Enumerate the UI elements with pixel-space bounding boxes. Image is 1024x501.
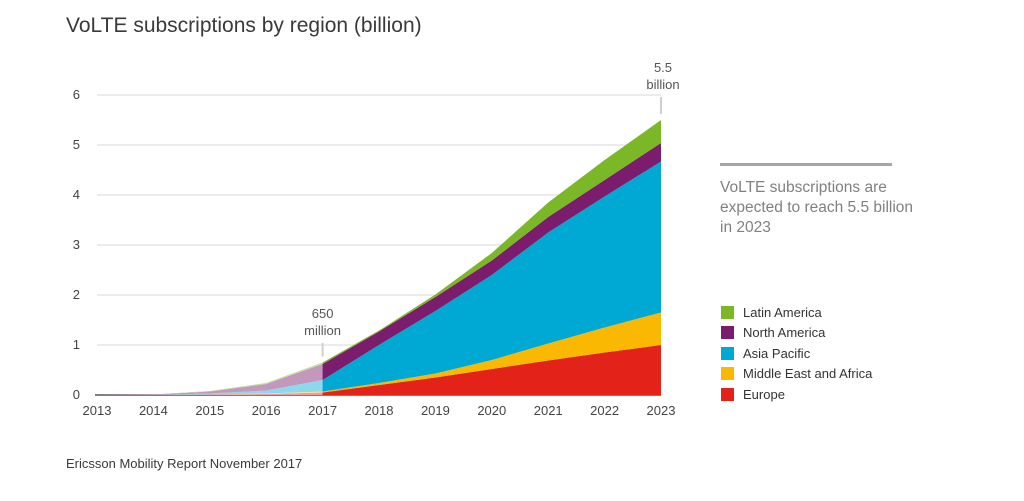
legend-label: Latin America [743,304,822,320]
legend-swatch [721,387,734,401]
x-tick-label: 2013 [83,403,112,418]
x-tick-label: 2023 [647,403,676,418]
annotations: 650 million 5.5 billion [304,60,680,357]
series-areas [97,120,661,395]
x-tick-label: 2022 [590,403,619,418]
x-tick-label: 2020 [477,403,506,418]
area-asia-pacific [97,161,661,395]
annotation-text-a2023: billion [646,77,679,92]
legend-label: Asia Pacific [743,345,811,361]
callout-text: VoLTE subscriptions are expected to reac… [720,179,914,236]
legend-swatch [721,326,734,340]
x-tick-label: 2017 [308,403,337,418]
legend-label: Europe [743,386,785,402]
area-north-america [97,143,661,395]
y-tick-label: 2 [73,287,80,302]
legend-swatch [721,305,734,319]
legend-swatch [721,367,734,381]
y-tick-label: 3 [73,237,80,252]
legend-label: Middle East and Africa [743,366,873,382]
area-middle-east-and-africa [97,312,661,395]
x-tick-label: 2018 [365,403,394,418]
x-tick-label: 2019 [421,403,450,418]
historical-overlay [97,362,323,395]
x-tick-label: 2015 [195,403,224,418]
y-tick-label: 4 [73,187,80,202]
y-tick-label: 5 [73,137,80,152]
y-tick-label: 6 [73,87,80,102]
annotation-text-a2023: 5.5 [654,60,672,75]
annotation-text-a2017: 650 [312,306,334,321]
annotation-text-a2017: million [304,323,341,338]
legend-item-europe: Europe [721,384,872,405]
x-tick-label: 2021 [534,403,563,418]
legend: Latin America North America Asia Pacific Mi… [721,302,872,405]
area-europe [97,345,661,395]
legend-label: North America [743,325,826,341]
legend-item-north-america: North America [721,323,872,344]
chart-title: VoLTE subscriptions by region (billion) [66,14,422,37]
legend-item-middle-east-and-africa: Middle East and Africa [721,364,872,385]
x-tick-label: 2014 [139,403,168,418]
callout-rule [720,163,892,166]
legend-item-latin-america: Latin America [721,302,872,323]
legend-item-asia-pacific: Asia Pacific [721,343,872,364]
y-tick-label: 1 [73,337,80,352]
x-tick-label: 2016 [252,403,281,418]
y-axis-ticks: 0 1 2 3 4 5 6 [73,87,80,402]
x-axis-ticks: 2013 2014 2015 2016 2017 2018 2019 2020 2021 2022… [83,403,676,418]
legend-swatch [721,346,734,360]
source-note: Ericsson Mobility Report November 2017 [66,456,303,471]
y-tick-label: 0 [73,387,80,402]
